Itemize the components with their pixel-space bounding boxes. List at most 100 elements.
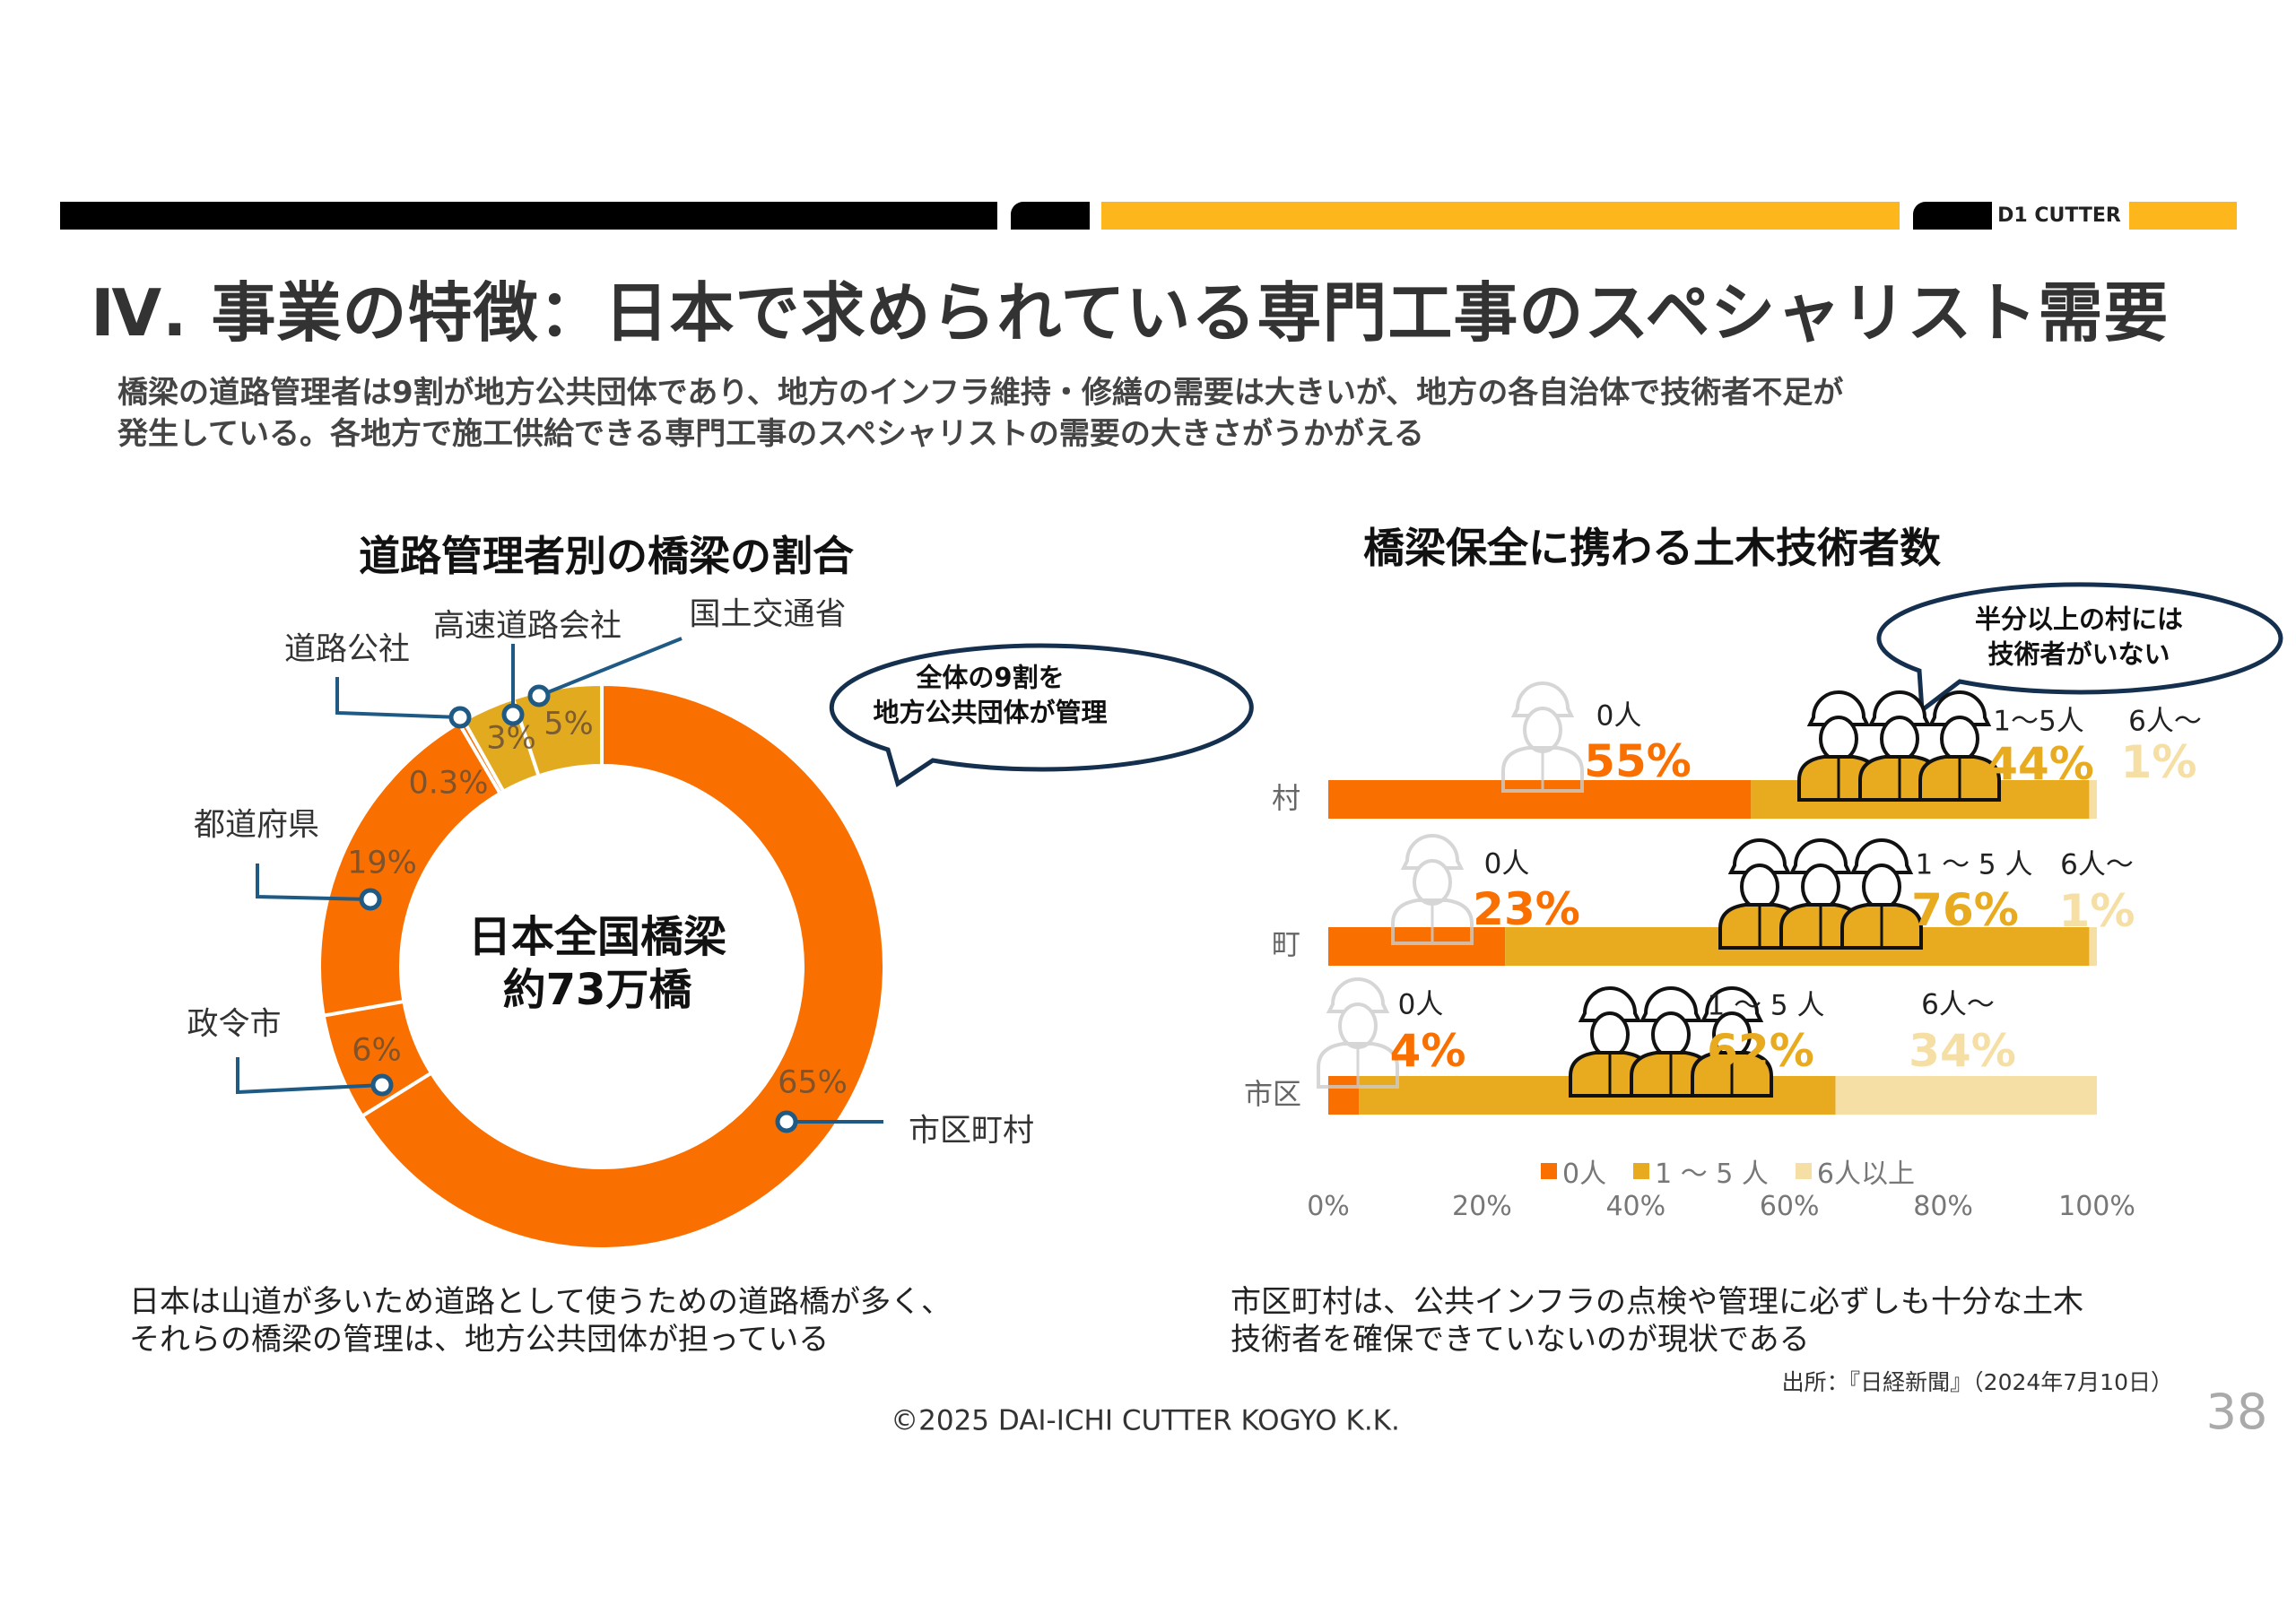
slice-label: 市区町村: [908, 1113, 1035, 1150]
legend-label: 1 ～ 5 人: [1655, 1159, 1769, 1190]
leader-dot: [370, 1073, 394, 1097]
donut-slice: [359, 681, 886, 1251]
callout-text: 半分以上の村には: [1974, 603, 2184, 635]
leader-line: [236, 1057, 383, 1095]
slice-percent: 3%: [486, 720, 536, 757]
copyright: ©2025 DAI-ICHI CUTTER KOGYO K.K.: [891, 1404, 1400, 1437]
segment-label: 0人: [1596, 699, 1642, 733]
bar-segment: [1328, 1076, 1360, 1115]
slice-percent: 19%: [347, 845, 417, 881]
x-tick-label: 80%: [1913, 1191, 1973, 1222]
x-tick-label: 40%: [1605, 1191, 1666, 1222]
x-tick-label: 60%: [1759, 1191, 1820, 1222]
callout-text: 全体の9割を: [916, 662, 1065, 693]
x-tick-label: 100%: [2058, 1191, 2135, 1222]
brand-logo: D1 CUTTER: [1997, 204, 2121, 227]
header-bar-black: [60, 202, 997, 230]
slice-percent: 6%: [352, 1032, 402, 1069]
leader-dot: [527, 684, 551, 707]
leader-line: [256, 864, 371, 901]
segment-label: 6人～: [2128, 705, 2202, 738]
segment-label: 1～5人: [1993, 705, 2084, 738]
leader-lines: [236, 637, 883, 1124]
category-label: 市区: [1243, 1077, 1302, 1111]
legend-item: 6人以上: [1795, 1151, 1915, 1191]
slice-percent: 5%: [544, 706, 594, 742]
page-number: 38: [2205, 1384, 2268, 1440]
data-label: 23%: [1473, 883, 1580, 935]
header-bar-yellow-2: [2129, 202, 2237, 230]
bar-segment: [1328, 927, 1506, 966]
slice-percent: 0.3%: [408, 765, 489, 802]
segment-label: 0人: [1483, 847, 1530, 881]
bar-chart-title: 橋梁保全に携わる土木技術者数: [1363, 524, 1941, 572]
bar-segment: [2089, 780, 2097, 819]
speech-bubble-right: [1876, 582, 2283, 715]
source-citation: 出所：『日経新聞』（2024年7月10日）: [1781, 1369, 2173, 1395]
slice-label: 都道府県: [193, 807, 320, 844]
segment-label: 6人～: [1921, 988, 1995, 1021]
header-bar-black-2: [1011, 202, 1090, 230]
category-label: 町: [1271, 927, 1301, 961]
note-left: それらの橋梁の管理は、地方公共団体が担っている: [129, 1322, 830, 1358]
segment-label: 6人～: [2060, 848, 2134, 881]
legend-label: 6人以上: [1816, 1159, 1915, 1190]
legend-item: 1 ～ 5 人: [1633, 1151, 1769, 1191]
slice-label: 道路公社: [283, 631, 411, 668]
worker-icons: [1317, 681, 2001, 1098]
legend-swatch: [1795, 1163, 1812, 1179]
page-title: Ⅳ. 事業の特徴：日本で求められている専門工事のスペシャリスト需要: [91, 275, 2170, 351]
worker-icon: [1691, 986, 1773, 1098]
subtitle-line: 橋梁の道路管理者は9割が地方公共団体であり、地方のインフラ維持・修繕の需要は大き…: [117, 375, 1844, 411]
data-label: 4%: [1389, 1025, 1466, 1077]
segment-label: 1 ～ 5 人: [1915, 848, 2033, 881]
bar-segment: [2089, 927, 2097, 966]
segment-label: 1 ～ 5 人: [1707, 989, 1825, 1022]
donut-chart: [317, 681, 886, 1251]
note-left: 日本は山道が多いため道路として使うための道路橋が多く、: [129, 1284, 952, 1320]
legend-swatch: [1633, 1163, 1650, 1179]
leader-dots: [359, 684, 798, 1133]
leader-line: [538, 637, 683, 698]
data-label: 55%: [1584, 735, 1692, 787]
data-label: 1%: [2058, 885, 2135, 937]
leader-dot: [448, 706, 472, 729]
bar-segment: [1328, 780, 1752, 819]
x-tick-label: 0%: [1307, 1191, 1350, 1222]
note-right: 市区町村は、公共インフラの点検や管理に必ずしも十分な土木: [1231, 1284, 2083, 1320]
callout-text: 地方公共団体が管理: [873, 697, 1108, 728]
donut-chart-title: 道路管理者別の橋梁の割合: [359, 532, 854, 580]
donut-center-text: 日本全国橋梁: [467, 912, 727, 962]
callout-text: 技術者がいない: [1987, 638, 2170, 670]
leader-dot: [359, 888, 382, 911]
header-bar-yellow: [1101, 202, 1900, 230]
data-label: 34%: [1909, 1025, 2016, 1077]
donut-center-text: 約73万橋: [502, 965, 692, 1015]
worker-icon: [1317, 977, 1399, 1089]
segment-label: 0人: [1397, 988, 1444, 1021]
note-right: 技術者を確保できていないのが現状である: [1231, 1322, 1810, 1358]
legend-item: 0人: [1541, 1151, 1606, 1191]
data-label: 76%: [1911, 884, 2019, 936]
legend-swatch: [1541, 1163, 1557, 1179]
leader-line: [335, 677, 461, 719]
worker-icon: [1391, 834, 1474, 945]
category-label: 村: [1271, 781, 1301, 815]
worker-icon: [1718, 838, 1801, 950]
header-bar-black-3: [1913, 202, 1992, 230]
speech-bubble-left: [829, 643, 1254, 787]
worker-icon: [1501, 681, 1584, 793]
bar-segment: [1835, 1076, 2097, 1115]
x-tick-label: 20%: [1452, 1191, 1512, 1222]
data-label: 62%: [1707, 1025, 1814, 1077]
legend: 0人 1 ～ 5 人 6人以上: [1541, 1151, 1915, 1191]
leader-dot: [775, 1110, 798, 1133]
slice-label: 政令市: [187, 1006, 282, 1043]
slice-label: 高速道路会社: [432, 608, 622, 645]
worker-icon: [1840, 838, 1923, 950]
legend-label: 0人: [1562, 1159, 1607, 1190]
slice-percent: 65%: [778, 1064, 848, 1101]
data-label: 44%: [1987, 738, 2094, 790]
subtitle-line: 発生している。各地方で施工供給できる専門工事のスペシャリストの需要の大きさがうか…: [117, 416, 1424, 452]
